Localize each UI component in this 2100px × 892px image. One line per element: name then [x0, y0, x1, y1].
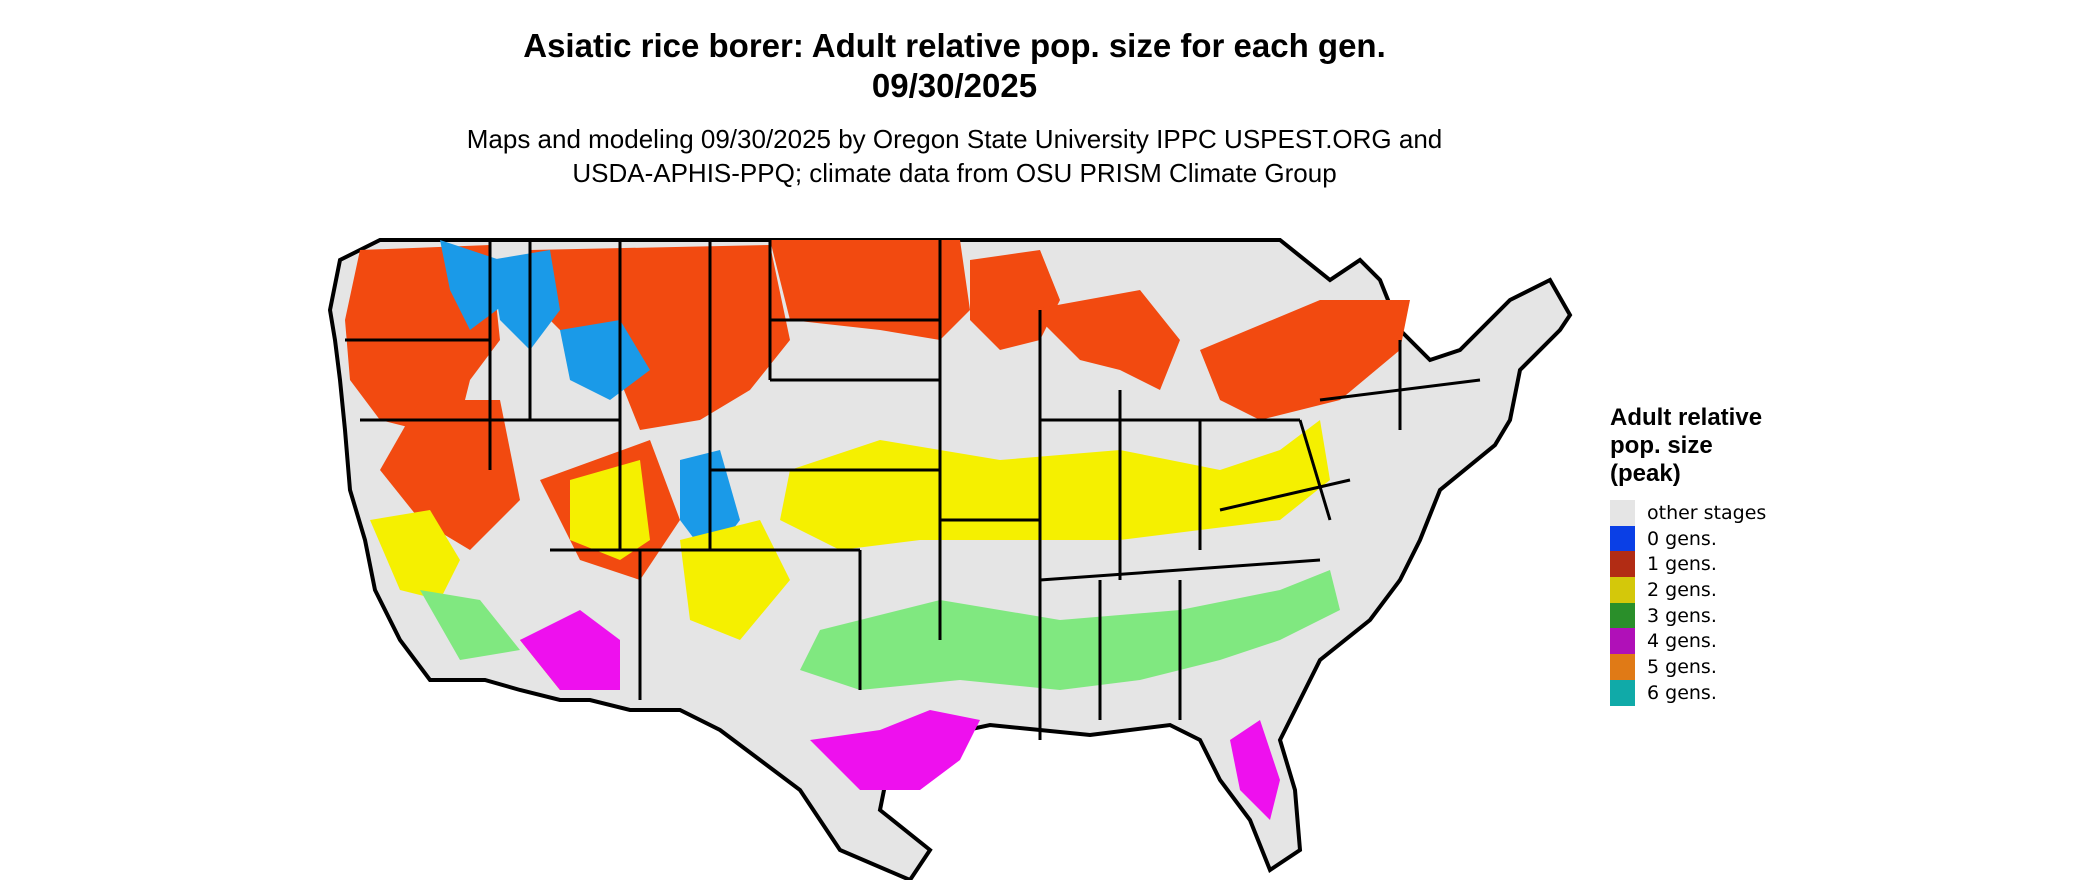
legend-title-line-1: Adult relative	[1610, 404, 1763, 431]
legend-item-4-gens: 4 gens.	[1610, 628, 1830, 655]
legend-title-line-3: (peak)	[1610, 460, 1681, 487]
legend-swatch	[1610, 679, 1635, 706]
legend-label: 3 gens.	[1647, 604, 1717, 627]
map-subtitle: Maps and modeling 09/30/2025 by Oregon S…	[0, 122, 1909, 190]
legend-item-6-gens: 6 gens.	[1610, 679, 1830, 706]
subtitle-line-1: Maps and modeling 09/30/2025 by Oregon S…	[466, 124, 1443, 154]
legend-label: 4 gens.	[1647, 630, 1717, 653]
legend-title-line-2: pop. size	[1610, 432, 1713, 459]
legend-item-3-gens: 3 gens.	[1610, 602, 1830, 629]
us-map	[327, 238, 1573, 880]
legend-swatch	[1610, 551, 1635, 578]
map-title: Asiatic rice borer: Adult relative pop. …	[0, 26, 1909, 106]
title-line-1: Asiatic rice borer: Adult relative pop. …	[523, 27, 1386, 64]
four-gen-regions	[520, 610, 1280, 820]
legend-swatch	[1610, 577, 1635, 603]
legend-swatch	[1610, 628, 1635, 655]
legend-swatch	[1610, 602, 1635, 629]
legend-item-1-gens: 1 gens.	[1610, 551, 1830, 578]
subtitle-line-2: USDA-APHIS-PPQ; climate data from OSU PR…	[572, 158, 1337, 188]
legend-label: 5 gens.	[1647, 655, 1717, 678]
legend-label: 6 gens.	[1647, 681, 1717, 704]
legend-label: other stages	[1647, 501, 1767, 524]
legend-swatch	[1610, 525, 1635, 552]
legend-label: 0 gens.	[1647, 527, 1717, 550]
legend-label: 2 gens.	[1647, 578, 1717, 601]
legend-swatch	[1610, 500, 1635, 526]
legend-item-2-gens: 2 gens.	[1610, 577, 1830, 603]
legend-title: Adult relative pop. size (peak)	[1610, 404, 1830, 488]
legend-item-other-stages: other stages	[1610, 500, 1830, 526]
legend-swatch	[1610, 654, 1635, 680]
legend-items: other stages 0 gens. 1 gens. 2 gens. 3 g…	[1610, 500, 1830, 706]
legend-label: 1 gens.	[1647, 553, 1717, 576]
legend-item-0-gens: 0 gens.	[1610, 525, 1830, 552]
title-line-2: 09/30/2025	[871, 67, 1038, 104]
state-borders	[345, 240, 1481, 740]
three-gen-regions	[420, 570, 1340, 690]
legend: Adult relative pop. size (peak) other st…	[1610, 404, 1830, 706]
legend-item-5-gens: 5 gens.	[1610, 654, 1830, 680]
